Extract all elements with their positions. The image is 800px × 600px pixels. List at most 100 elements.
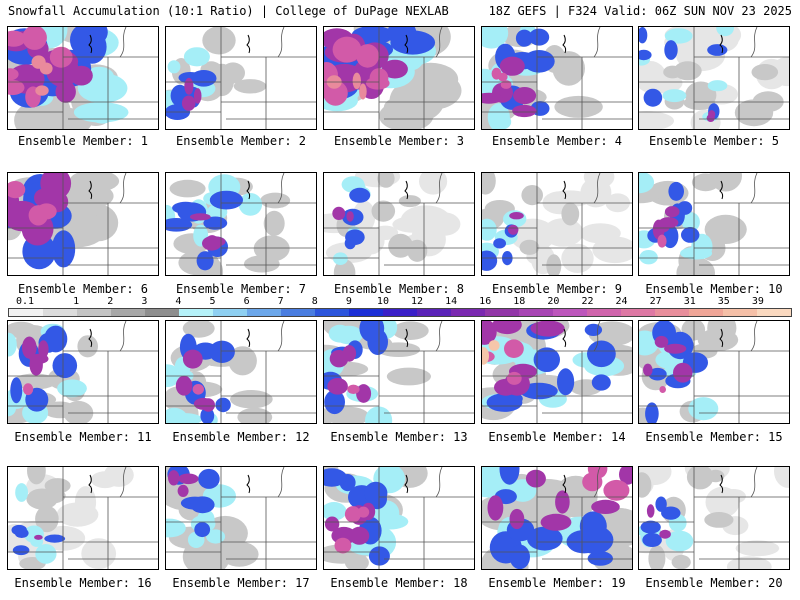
colorbar-label: 12 [411,296,424,307]
snow-blob [377,342,421,357]
colorbar-label: 31 [683,296,696,307]
snow-blob [8,80,25,96]
colorbar-label: 27 [649,296,662,307]
snow-blob [35,505,59,533]
snow-blob [528,28,550,46]
snow-blob [639,111,674,129]
snow-blob [665,530,694,552]
snow-blob [77,30,107,64]
snow-blob [552,51,585,86]
snow-blob [55,80,76,103]
river-line [404,180,409,200]
colorbar-cell [757,309,791,316]
colorbar-cell [689,309,723,316]
snow-blob [504,339,524,358]
snow-blob [697,328,739,352]
river-line [719,180,724,200]
snow-blob [34,534,43,540]
colorbar-label: 3 [141,296,148,307]
ensemble-panel [323,320,475,424]
snow-blob [196,251,214,271]
snow-blob [512,104,537,118]
snow-blob [263,210,285,236]
state-border [119,27,127,58]
snowfall-map [166,27,316,129]
colorbar-label: 1 [73,296,80,307]
colorbar-label: 39 [751,296,764,307]
panel-label: Ensemble Member: 14 [488,430,626,444]
snow-blob [507,224,519,235]
ensemble-panel [7,320,159,424]
snow-blob [619,467,632,485]
colorbar-cell [519,309,553,316]
snow-blob [482,218,497,241]
snow-blob [39,62,53,75]
snow-blob [349,187,371,203]
snow-blob [655,496,667,512]
snow-blob [332,206,346,220]
ensemble-panel [638,466,790,570]
river-line [562,328,567,348]
colorbar-legend: 0.1 1 2 3 4 5 6 7 8 9 10 12 14 16 18 20 22 24 27 31 35 39 [8,296,792,320]
snow-blob [515,29,533,47]
colorbar-label: 16 [479,296,492,307]
snow-blob [527,526,563,551]
ensemble-panel [323,26,475,130]
snow-blob [324,389,345,415]
snow-blob [381,59,408,79]
snow-blob [63,400,94,423]
snow-blob [26,488,58,510]
snow-blob [673,362,693,383]
state-border [435,173,443,204]
snow-blob [44,325,68,353]
snow-blob [639,250,658,265]
snow-blob [726,556,772,569]
snow-blob [44,534,66,543]
snow-blob [519,239,540,255]
snow-blob [22,27,47,50]
state-border [750,321,758,352]
colorbar-cell [451,309,485,316]
snow-blob [8,181,26,199]
snow-blob [334,537,352,554]
snow-blob [579,511,607,542]
snow-blob [664,343,687,354]
state-border [750,173,758,204]
state-border [593,173,601,204]
snow-blob [194,522,211,538]
snow-blob [189,213,211,221]
panel-label: Ensemble Member: 6 [17,282,149,296]
snow-blob [720,489,746,504]
river-line [719,34,724,54]
snow-blob [175,375,193,396]
snow-blob [168,470,180,486]
river-line [562,180,567,200]
river-line [88,474,93,494]
snowfall-map [166,467,316,569]
snow-blob [181,95,196,111]
panel-label: Ensemble Member: 19 [488,576,626,590]
snow-blob [349,526,370,545]
snow-blob [482,347,489,365]
snow-blob [664,40,678,60]
ensemble-panel [165,26,317,130]
colorbar-cell [43,309,77,316]
snow-blob [178,72,202,84]
snow-blob [215,397,231,413]
snow-blob [371,200,396,222]
snowfall-map [639,173,789,275]
snow-blob [184,77,194,95]
snow-blob [584,323,603,336]
snow-blob [193,397,214,410]
colorbar-label: 35 [717,296,730,307]
snow-blob [639,472,652,498]
snow-blob [27,467,46,485]
snow-blob [74,486,97,519]
snow-blob [525,469,546,488]
snow-blob [419,173,448,195]
panel-label: Ensemble Member: 15 [645,430,783,444]
panel-label: Ensemble Member: 5 [648,134,780,148]
colorbar-cell [723,309,757,316]
snow-blob [359,83,367,100]
snow-blob [542,218,584,247]
